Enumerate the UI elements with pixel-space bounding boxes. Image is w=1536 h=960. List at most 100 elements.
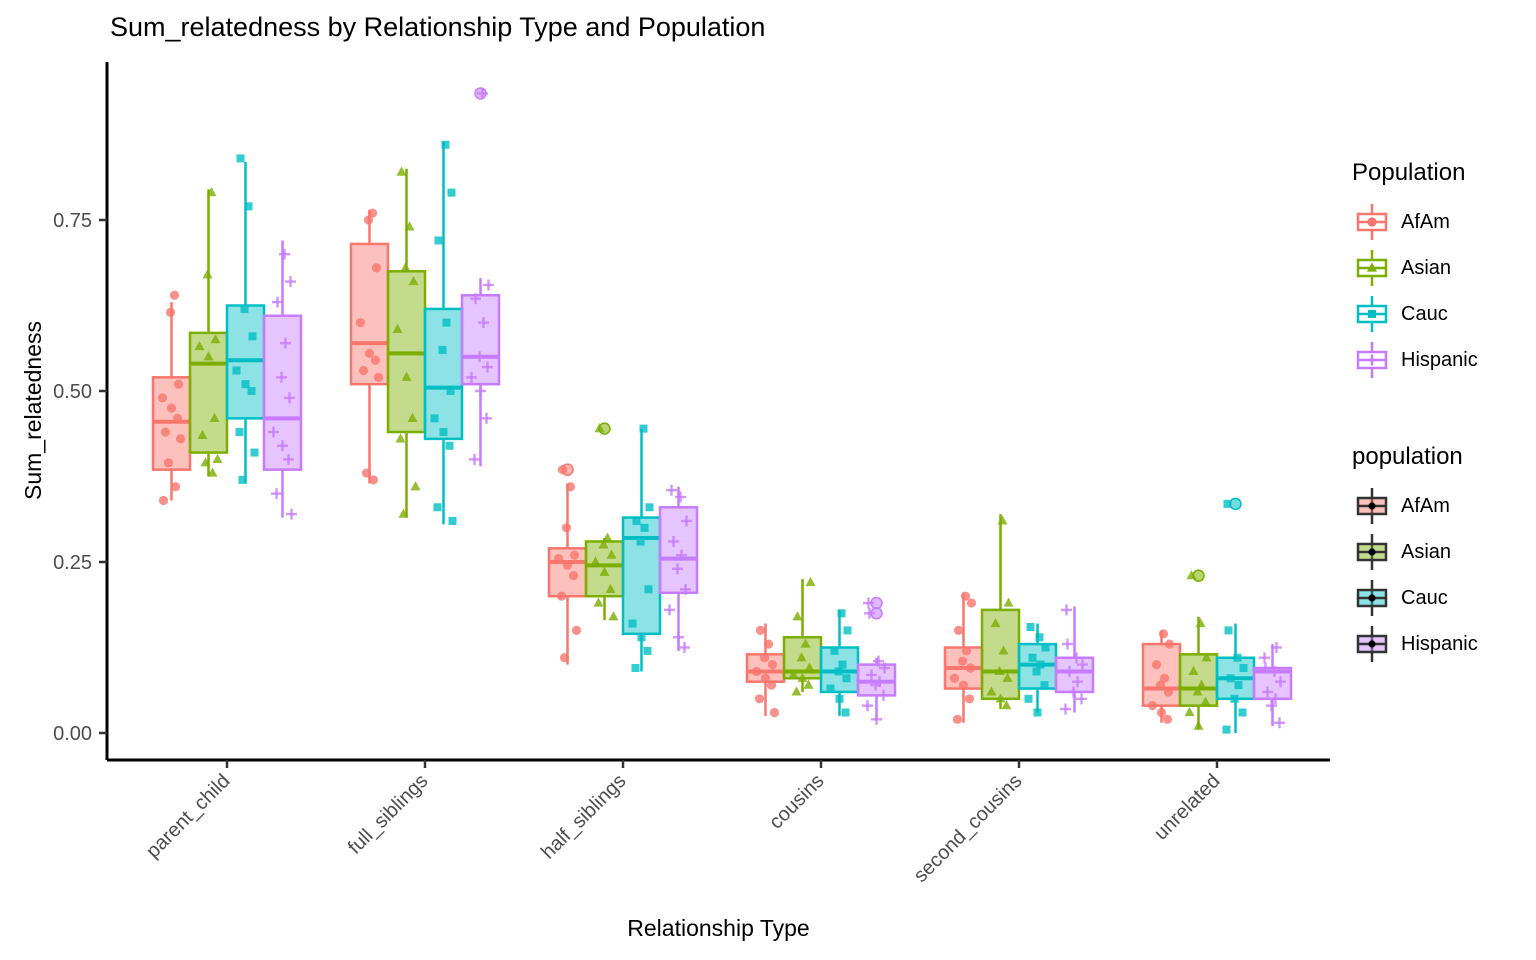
circle-point-icon bbox=[760, 673, 771, 683]
plus-point-icon bbox=[284, 392, 295, 404]
square-point-icon bbox=[244, 202, 253, 211]
plus-point-icon bbox=[1274, 717, 1285, 729]
plus-point-icon bbox=[470, 293, 481, 305]
circle-point-icon bbox=[965, 663, 976, 673]
outlier-point bbox=[1192, 569, 1205, 582]
triangle-point-icon bbox=[1200, 696, 1211, 706]
y-tick-label: 0.50 bbox=[53, 381, 92, 403]
square-point-icon bbox=[241, 380, 250, 389]
plus-point-icon bbox=[478, 317, 489, 329]
plus-point-icon bbox=[672, 563, 683, 575]
square-point-icon bbox=[838, 660, 847, 669]
plus-point-icon bbox=[666, 484, 677, 496]
legend-title: population bbox=[1352, 443, 1463, 470]
circle-point-icon bbox=[172, 413, 183, 423]
square-point-icon bbox=[439, 428, 448, 437]
plus-point-icon bbox=[676, 549, 687, 561]
square-point-icon bbox=[430, 414, 439, 423]
circle-point-icon bbox=[1151, 660, 1162, 670]
circle-point-icon bbox=[565, 482, 576, 492]
triangle-point-icon bbox=[210, 334, 221, 344]
plus-point-icon bbox=[483, 279, 494, 291]
plus-point-icon bbox=[286, 508, 297, 520]
plus-point-icon bbox=[1259, 652, 1270, 664]
circle-point-icon bbox=[160, 427, 171, 437]
plus-point-icon bbox=[475, 385, 486, 397]
triangle-point-icon bbox=[997, 515, 1008, 525]
plus-point-icon bbox=[1366, 354, 1378, 366]
boxplot-half_siblings-Hispanic bbox=[658, 484, 699, 653]
boxplot-full_siblings-Asian bbox=[386, 166, 427, 518]
triangle-point-icon bbox=[1188, 665, 1199, 676]
triangle-point-icon bbox=[791, 686, 802, 696]
circle-point-icon bbox=[766, 680, 777, 690]
plus-point-icon bbox=[1068, 686, 1079, 698]
triangle-point-icon bbox=[797, 672, 808, 682]
square-point-icon bbox=[830, 646, 839, 655]
legend-entry-label: Asian bbox=[1401, 540, 1452, 563]
box bbox=[349, 242, 390, 386]
boxplot-second_cousins-Cauc bbox=[1017, 622, 1058, 717]
x-tick-label: full_siblings bbox=[344, 770, 433, 859]
square-point-icon bbox=[1239, 664, 1248, 673]
plus-point-icon bbox=[1072, 676, 1083, 688]
square-point-icon bbox=[640, 523, 649, 532]
x-tick-label: cousins bbox=[765, 770, 829, 834]
triangle-point-icon bbox=[608, 611, 619, 621]
square-point-icon bbox=[447, 188, 456, 197]
boxplot-full_siblings-Hispanic bbox=[460, 87, 501, 467]
plus-point-icon bbox=[664, 604, 675, 616]
plus-point-icon bbox=[268, 426, 279, 438]
x-tick-label: parent_child bbox=[142, 770, 235, 863]
legend-entry-cauc: Cauc bbox=[1352, 575, 1478, 621]
boxplot-unrelated-AfAm bbox=[1141, 629, 1182, 724]
legend-entry-label: AfAm bbox=[1401, 210, 1450, 233]
triangle-point-icon bbox=[803, 679, 814, 689]
square-point-icon bbox=[442, 318, 451, 327]
boxplot-full_siblings-AfAm bbox=[349, 208, 390, 485]
legend-entry-label: Cauc bbox=[1401, 586, 1448, 609]
triangle-point-icon bbox=[207, 467, 218, 477]
y-tick-label: 0.00 bbox=[53, 723, 92, 745]
triangle-point-icon bbox=[408, 275, 419, 286]
triangle-point-icon bbox=[1192, 686, 1203, 696]
triangle-point-icon bbox=[788, 669, 799, 679]
triangle-point-icon bbox=[1196, 679, 1207, 689]
circle-point-icon bbox=[1367, 217, 1377, 227]
square-point-icon bbox=[433, 503, 442, 512]
triangle-point-icon bbox=[202, 269, 213, 279]
circle-point-icon bbox=[949, 673, 960, 683]
circle-point-icon bbox=[961, 646, 972, 656]
legend-entry-hispanic: Hispanic bbox=[1352, 337, 1478, 383]
circle-point-icon bbox=[169, 290, 180, 300]
triangle-point-icon bbox=[990, 617, 1001, 628]
triangle-point-icon bbox=[805, 576, 816, 587]
plus-point-icon bbox=[1076, 693, 1087, 705]
circle-point-icon bbox=[754, 694, 765, 704]
triangle-point-icon bbox=[194, 340, 205, 351]
circle-point-icon bbox=[1147, 701, 1158, 711]
boxplot-half_siblings-AfAm bbox=[547, 463, 588, 665]
plus-point-icon bbox=[279, 248, 290, 260]
x-axis-title: Relationship Type bbox=[627, 915, 810, 941]
plus-point-icon bbox=[873, 655, 884, 667]
boxplot-cousins-AfAm bbox=[745, 623, 786, 718]
square-point-icon bbox=[643, 646, 652, 655]
box bbox=[188, 331, 229, 454]
circle-point-icon bbox=[166, 403, 177, 413]
triangle-point-icon bbox=[593, 597, 604, 607]
boxplot-parent_child-Hispanic bbox=[262, 240, 303, 520]
square-point-icon bbox=[1028, 653, 1037, 662]
x-tick-label: half_siblings bbox=[537, 770, 630, 863]
circle-point-icon bbox=[363, 215, 374, 225]
plus-point-icon bbox=[863, 597, 874, 609]
plus-point-icon bbox=[481, 412, 492, 424]
square-point-icon bbox=[628, 619, 637, 628]
legend-key-boxplot-icon bbox=[1356, 204, 1388, 240]
legend-key-boxplot-icon bbox=[1356, 342, 1388, 378]
triangle-point-icon bbox=[599, 566, 610, 576]
circle-point-icon bbox=[355, 318, 366, 328]
plus-point-icon bbox=[679, 642, 690, 653]
legend-entries: AfAm Asian Cauc Hispanic bbox=[1352, 483, 1478, 667]
